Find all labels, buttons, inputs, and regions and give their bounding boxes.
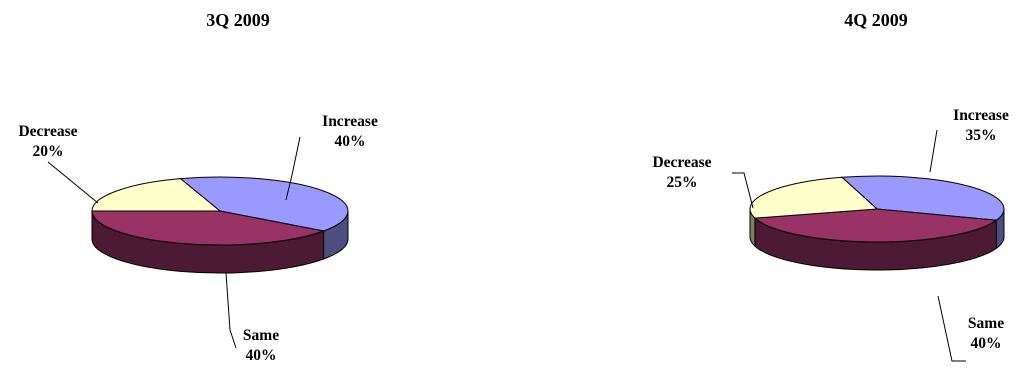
leader-line-increase [929,129,938,173]
pie-slice-decrease [749,176,879,219]
leader-line-same [225,272,237,349]
pie-slice-same [91,210,326,246]
pie-slice-same [753,208,998,243]
leader-line-decrease [732,172,754,209]
slice-value-increase: 40% [335,133,366,150]
slice-label-increase: Increase [953,107,1009,124]
chart-title-3q-2009: 3Q 2009 [206,10,270,30]
pie-chart-1: Increase 35% Same 40% Decrease 25% [652,107,1009,362]
slice-label-decrease: Decrease [652,154,711,171]
leader-line-same [937,295,966,362]
leader-line-increase [285,136,301,201]
slice-label-same: Same [243,327,279,344]
slice-label-same: Same [968,315,1004,332]
slice-label-decrease: Decrease [18,123,77,140]
slice-value-increase: 35% [966,127,997,144]
chart-title-4q-2009: 4Q 2009 [844,10,908,30]
slice-value-same: 40% [971,335,1002,352]
slice-value-decrease: 25% [667,174,698,191]
pie-slice-decrease [91,178,222,212]
leader-line-decrease [47,161,99,204]
pie-slice-increase [179,176,349,232]
pie-chart-0: Increase 40% Same 40% Decrease 20% [18,113,377,364]
slice-value-same: 40% [246,347,277,364]
slice-label-increase: Increase [322,113,378,130]
slice-value-decrease: 20% [33,143,64,160]
